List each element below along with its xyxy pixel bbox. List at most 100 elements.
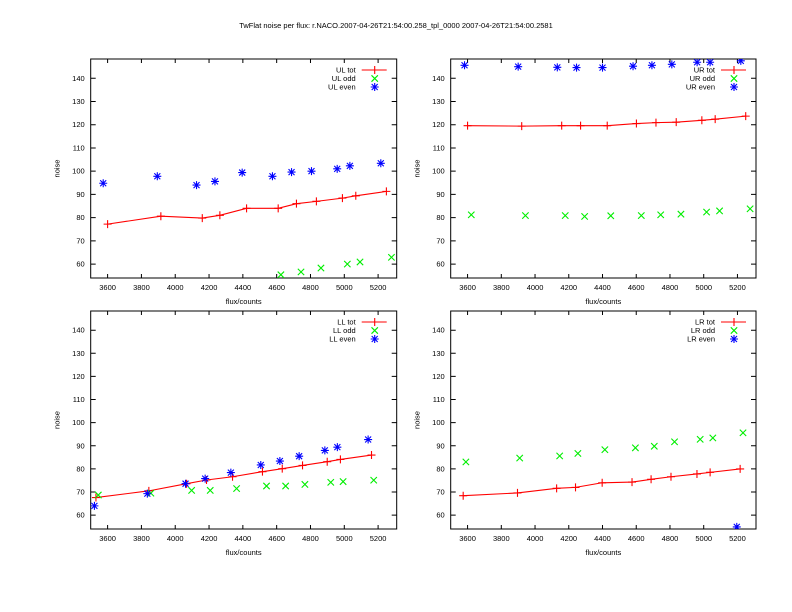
cross-marker — [677, 210, 685, 218]
cross-marker — [607, 212, 615, 220]
y-tick-label: 70 — [76, 236, 84, 245]
y-tick-label: 70 — [76, 488, 84, 497]
legend-label: LL tot — [337, 318, 356, 327]
plus-marker — [370, 318, 379, 326]
x-tick-label: 4000 — [527, 534, 544, 543]
plus-marker — [603, 121, 612, 130]
cross-marker — [371, 74, 379, 83]
star-marker — [99, 179, 108, 188]
plus-marker — [598, 478, 607, 487]
data-point — [647, 61, 656, 70]
y-tick-label: 60 — [76, 260, 84, 269]
cross-marker — [282, 482, 290, 490]
data-point — [651, 118, 660, 127]
star-marker — [629, 62, 638, 71]
star-marker — [693, 59, 702, 67]
star-marker — [553, 63, 562, 72]
data-point — [356, 258, 364, 266]
data-point — [367, 451, 376, 460]
cross-marker — [277, 271, 285, 278]
data-point — [463, 121, 472, 130]
legend-marker — [730, 318, 738, 326]
plus-marker — [571, 483, 580, 492]
cross-marker — [370, 476, 378, 484]
legend-marker — [730, 83, 738, 91]
cross-marker — [371, 326, 379, 335]
plus-marker — [628, 478, 637, 487]
cross-marker — [387, 253, 396, 261]
data-point — [467, 211, 475, 219]
y-tick-label: 60 — [436, 260, 444, 269]
data-point — [460, 61, 469, 70]
y-tick-label: 90 — [436, 441, 444, 450]
data-point — [301, 480, 309, 488]
y-tick-label: 130 — [72, 97, 85, 106]
data-point — [516, 454, 524, 462]
star-marker — [732, 522, 741, 529]
plus-marker — [323, 457, 332, 466]
x-tick-label: 3800 — [133, 534, 150, 543]
x-tick-label: 4400 — [235, 283, 252, 292]
data-point — [156, 212, 165, 221]
y-tick-label: 70 — [436, 236, 444, 245]
y-tick-label: 60 — [436, 511, 444, 520]
cross-marker — [188, 486, 196, 494]
y-axis-label: noise — [413, 411, 422, 429]
data-point — [732, 522, 741, 529]
x-tick-label: 3800 — [133, 283, 150, 292]
data-point — [697, 116, 706, 125]
data-point — [553, 63, 562, 72]
star-marker — [364, 435, 373, 444]
cross-marker — [297, 268, 305, 276]
plus-marker — [730, 318, 738, 326]
plus-marker — [697, 116, 706, 125]
legend-label: UR odd — [690, 74, 715, 83]
star-marker — [736, 59, 745, 65]
legend-marker — [730, 335, 738, 343]
data-point — [233, 484, 241, 493]
x-tick-label: 4800 — [302, 534, 319, 543]
y-tick-label: 120 — [432, 372, 445, 381]
data-point — [647, 475, 656, 484]
data-point — [459, 491, 468, 500]
star-marker — [333, 164, 342, 173]
x-tick-label: 5200 — [729, 283, 746, 292]
plus-marker — [672, 118, 681, 127]
x-tick-label: 4800 — [662, 283, 679, 292]
data-point — [631, 444, 639, 452]
x-tick-label: 4800 — [662, 534, 679, 543]
data-point — [364, 435, 373, 444]
star-marker — [307, 167, 316, 176]
legend-label: LL even — [329, 335, 355, 344]
data-point — [552, 484, 561, 493]
series-odd — [94, 476, 378, 499]
star-marker — [210, 177, 219, 186]
star-marker — [730, 335, 738, 343]
x-tick-label: 4600 — [268, 534, 285, 543]
panel-lr: 3600 3800 4000 4200 4400 4600 4800 5000 5200 60 70… — [413, 310, 757, 557]
plus-marker — [557, 121, 566, 130]
series-tot — [91, 451, 376, 502]
x-tick-label: 3800 — [493, 534, 510, 543]
star-marker — [370, 335, 379, 343]
series-even — [99, 159, 385, 190]
x-tick-label: 4600 — [628, 534, 645, 543]
cross-marker — [637, 211, 645, 220]
star-marker — [275, 457, 284, 466]
cross-marker — [631, 444, 639, 452]
data-point — [278, 464, 287, 473]
data-point — [307, 167, 316, 176]
star-marker — [287, 168, 296, 177]
legend-label: UL tot — [336, 66, 357, 75]
legend-marker — [730, 66, 738, 74]
plus-marker — [517, 122, 526, 131]
x-tick-label: 5200 — [370, 283, 387, 292]
data-point — [741, 112, 750, 121]
data-point — [598, 63, 607, 72]
legend-label: UR even — [686, 83, 715, 92]
y-tick-label: 120 — [72, 372, 85, 381]
data-point — [238, 168, 247, 177]
star-marker — [647, 61, 656, 70]
x-tick-label: 4200 — [560, 534, 577, 543]
data-point — [513, 488, 522, 497]
